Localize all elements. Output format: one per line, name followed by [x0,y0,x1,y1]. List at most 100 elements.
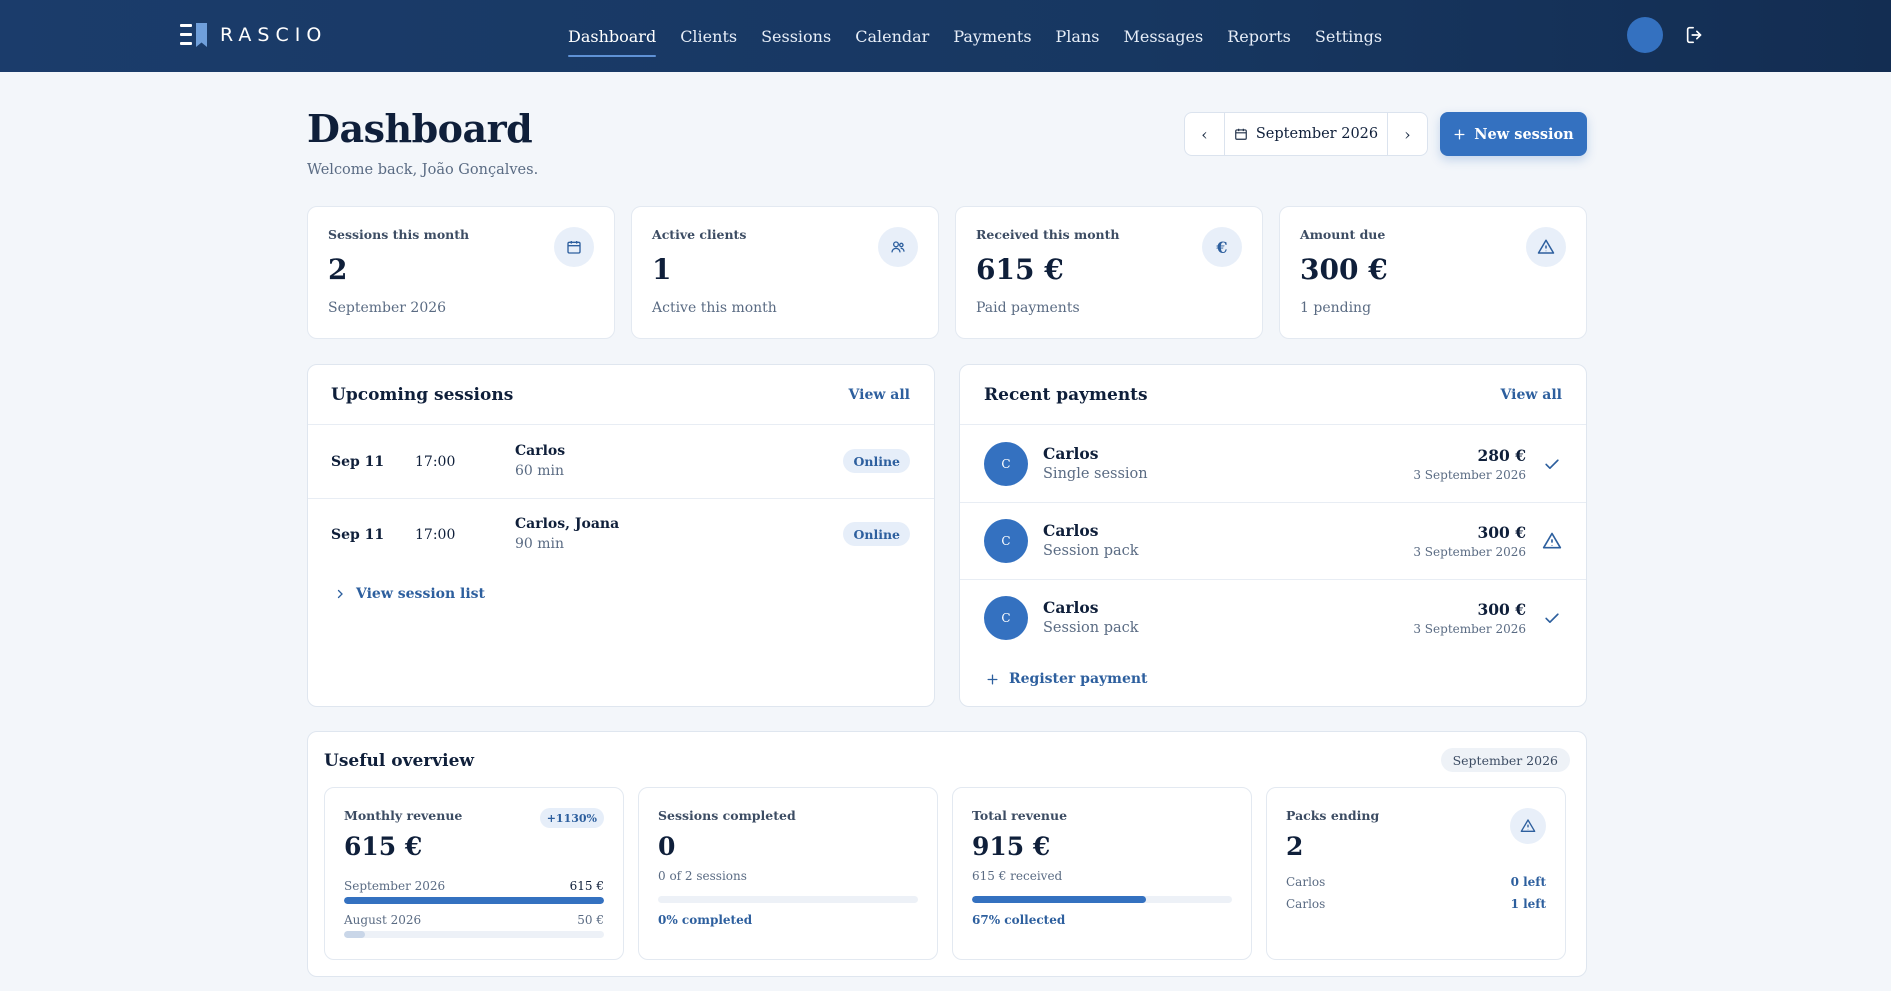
stat-value: 2 [328,253,348,286]
payment-amount: 280 € [1477,446,1526,465]
register-payment-label: Register payment [1009,671,1148,687]
session-client: Carlos, Joana [515,516,620,532]
register-payment-link[interactable]: Register payment [986,671,1148,687]
session-mode-badge: Online [843,522,910,546]
bar-fill [344,897,604,904]
total-revenue-card: Total revenue 915 € 615 € received 67% c… [952,787,1252,960]
stat-sub: 1 pending [1300,300,1372,316]
stat-sub: September 2026 [328,300,447,316]
panel-title: Useful overview [324,751,475,771]
view-session-list-label: View session list [356,586,486,602]
packs-ending-card: Packs ending 2 Carlos 0 left Carlos 1 le… [1266,787,1566,960]
pack-client: Carlos [1286,897,1326,911]
new-session-label: New session [1474,125,1574,143]
change-badge: +1130% [539,808,604,828]
payment-kind: Session pack [1043,620,1139,636]
payment-row[interactable]: C Carlos Session pack 300 € 3 September … [960,579,1586,656]
card-value: 0 [658,832,676,861]
session-date: Sep 11 [331,527,385,543]
client-avatar: C [984,442,1028,486]
session-duration: 90 min [515,536,565,552]
nav-plans[interactable]: Plans [1055,26,1100,46]
previous-month-button[interactable]: ‹ [1185,113,1225,155]
stat-label: Active clients [652,227,747,242]
stat-value: 1 [652,253,672,286]
payment-row[interactable]: C Carlos Single session 280 € 3 Septembe… [960,425,1586,502]
recent-payments-panel: Recent payments View all C Carlos Single… [959,364,1587,707]
euro-icon: € [1202,227,1242,267]
nav-settings[interactable]: Settings [1314,26,1383,46]
card-label: Packs ending [1286,808,1380,823]
pack-remaining: 1 left [1510,897,1546,911]
stat-label: Sessions this month [328,227,470,242]
stat-value: 615 € [976,253,1064,286]
card-detail: 0 of 2 sessions [658,869,747,883]
completion-bar [658,896,918,903]
current-month-bar [344,897,604,904]
stat-card-active-clients: Active clients 1 Active this month [631,206,939,339]
client-avatar: C [984,519,1028,563]
session-client: Carlos [515,443,566,459]
payment-client: Carlos [1043,598,1099,617]
card-value: 2 [1286,832,1304,861]
next-month-button[interactable]: › [1387,113,1427,155]
user-avatar[interactable] [1627,17,1663,53]
session-mode-badge: Online [843,449,910,473]
nav-sessions[interactable]: Sessions [761,26,832,46]
card-detail: 615 € received [972,869,1063,883]
monthly-revenue-card: Monthly revenue +1130% 615 € September 2… [324,787,624,960]
chevron-right-icon [337,589,343,599]
check-icon [1545,613,1559,623]
view-session-list-link[interactable]: View session list [334,586,485,602]
divider [960,424,1586,425]
stat-label: Amount due [1300,227,1386,242]
previous-month-amount: 50 € [577,913,604,927]
stat-label: Received this month [976,227,1120,242]
useful-overview-panel: Useful overview September 2026 Monthly r… [307,731,1587,977]
session-time: 17:00 [415,527,456,543]
logout-icon[interactable] [1684,24,1706,46]
card-label: Total revenue [972,808,1068,823]
divider [308,424,934,425]
current-month-amount: 615 € [569,879,604,893]
nav-clients[interactable]: Clients [680,26,738,46]
previous-month-label: August 2026 [344,913,422,927]
payment-row[interactable]: C Carlos Session pack 300 € 3 September … [960,502,1586,579]
new-session-button[interactable]: New session [1440,112,1587,156]
client-avatar: C [984,596,1028,640]
plus-icon [987,674,998,684]
warning-icon [1526,227,1566,267]
card-footer: 0% completed [658,913,753,927]
card-value: 915 € [972,832,1051,861]
panel-title: Upcoming sessions [331,385,514,405]
session-row[interactable]: Sep 11 17:00 Carlos 60 min Online [308,425,934,498]
current-month[interactable]: September 2026 [1225,126,1387,142]
session-row[interactable]: Sep 11 17:00 Carlos, Joana 90 min Online [308,498,934,571]
welcome-message: Welcome back, João Gonçalves. [307,162,539,178]
nav-payments[interactable]: Payments [953,26,1032,46]
card-value: 615 € [344,832,423,861]
plus-icon [1454,129,1465,139]
bar-fill [972,896,1147,903]
stat-card-received: Received this month 615 € Paid payments … [955,206,1263,339]
calendar-icon [554,227,594,267]
pack-client: Carlos [1286,875,1326,889]
upcoming-sessions-panel: Upcoming sessions View all Sep 11 17:00 … [307,364,935,707]
nav-dashboard[interactable]: Dashboard [568,0,657,72]
main-nav: Dashboard Clients Sessions Calendar Paym… [568,0,1382,72]
nav-reports[interactable]: Reports [1227,26,1291,46]
chevron-right-icon: › [1404,124,1411,144]
session-time: 17:00 [415,454,456,470]
pack-remaining: 0 left [1510,875,1546,889]
payment-kind: Single session [1043,466,1148,482]
view-all-payments-link[interactable]: View all [1500,387,1562,403]
divider [960,579,1586,580]
payment-amount: 300 € [1477,600,1526,619]
payment-client: Carlos [1043,521,1099,540]
card-footer: 67% collected [972,913,1066,927]
nav-calendar[interactable]: Calendar [855,26,930,46]
brand[interactable]: RASCIO [180,22,327,48]
payment-kind: Session pack [1043,543,1139,559]
nav-messages[interactable]: Messages [1123,26,1204,46]
view-all-sessions-link[interactable]: View all [848,387,910,403]
